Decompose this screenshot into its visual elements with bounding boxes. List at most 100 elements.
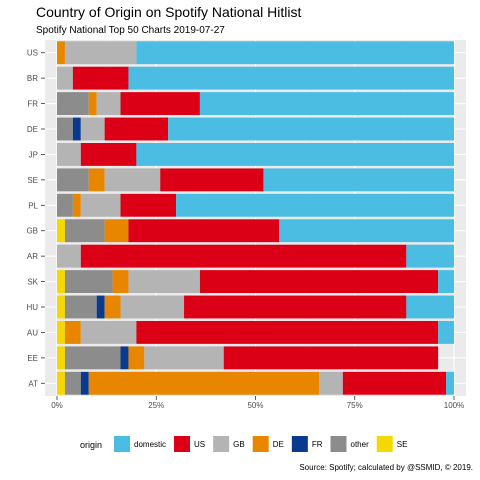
bar-us-gb [64,41,137,65]
bar-se-domestic [263,168,454,192]
y-tick-label: US [27,49,38,58]
bar-us-domestic [136,41,454,65]
legend-key-gb [213,436,230,452]
y-tick-label: SK [27,278,38,287]
bar-au-de [64,320,81,344]
bar-sk-domestic [438,270,454,294]
bar-sk-de [112,270,129,294]
legend-key-us [174,436,191,452]
bar-br-domestic [128,66,454,90]
bar-de-domestic [168,117,454,141]
bar-at-domestic [446,371,454,395]
bar-ar-gb [57,244,81,268]
chart-subtitle: Spotify National Top 50 Charts 2019-07-2… [36,25,225,36]
bar-au-gb [80,320,137,344]
bar-fr-gb [96,92,121,116]
bar-se-gb [104,168,161,192]
legend-key-fr [291,436,308,452]
legend-key-se [376,436,393,452]
legend-label-de: DE [273,440,284,449]
legend-label-us: US [194,440,205,449]
y-tick-label: AR [27,252,38,261]
bar-hu-gb [120,295,185,319]
bar-pl-other [57,193,73,217]
bar-de-fr [72,117,81,141]
y-tick-label: SE [27,176,38,185]
bar-hu-us [184,295,407,319]
bar-gb-domestic [279,219,454,243]
bar-ee-us [223,346,439,370]
bar-ar-domestic [406,244,454,268]
y-tick-label: HU [26,303,38,312]
bar-fr-de [88,92,97,116]
y-tick-label: DE [27,125,38,134]
bar-gb-de [104,219,129,243]
bar-at-de [88,371,320,395]
bar-hu-se [57,295,65,319]
y-tick-label: AT [28,379,38,388]
bar-br-us [72,66,129,90]
bar-au-us [136,320,439,344]
bar-hu-fr [96,295,105,319]
bar-us-de [57,41,65,65]
chart-title: Country of Origin on Spotify National Hi… [36,4,301,20]
bar-gb-se [57,219,65,243]
y-axis: US BR FR DE JP SE PL GB AR SK HU AU EE AT [26,49,45,388]
legend-title: origin [80,440,102,450]
bar-at-other [64,371,81,395]
bar-fr-other [57,92,89,116]
bar-ee-de [128,346,145,370]
bar-de-us [104,117,169,141]
legend-label-domestic: domestic [134,440,166,449]
x-tick-label: 100% [444,401,464,410]
y-tick-label: FR [27,100,38,109]
bar-pl-domestic [176,193,454,217]
legend-label-other: other [351,440,370,449]
legend-label-gb: GB [233,440,245,449]
x-axis: 0% 25% 50% 75% 100% [51,396,464,410]
legend-key-de [252,436,269,452]
bar-pl-de [72,193,81,217]
y-tick-label: GB [26,227,38,236]
bar-ar-us [80,244,407,268]
bar-se-us [160,168,264,192]
bar-hu-other [64,295,97,319]
bar-jp-gb [57,142,81,166]
bar-sk-se [57,270,65,294]
x-tick-label: 75% [347,401,363,410]
bar-gb-other [64,219,105,243]
legend-label-se: SE [397,440,408,449]
bar-jp-us [80,142,137,166]
bar-jp-domestic [136,142,454,166]
bar-au-se [57,320,65,344]
y-tick-label: PL [28,201,38,210]
y-tick-label: JP [29,150,38,159]
bar-sk-us [199,270,439,294]
legend-label-fr: FR [312,440,323,449]
legend-key-other [330,436,347,452]
bar-at-fr [80,371,89,395]
bar-au-domestic [438,320,454,344]
bar-at-us [342,371,447,395]
y-tick-label: EE [27,354,38,363]
y-tick-label: AU [27,328,38,337]
bar-se-other [57,168,89,192]
bars [57,41,454,395]
x-tick-label: 50% [247,401,263,410]
bar-fr-us [120,92,200,116]
bar-ee-fr [120,346,129,370]
bar-sk-gb [128,270,200,294]
x-tick-label: 0% [51,401,63,410]
bar-at-se [57,371,65,395]
bar-pl-gb [80,193,121,217]
legend: origin domestic US GB DE FR other SE [80,436,407,452]
bar-se-de [88,168,105,192]
bar-ee-other [64,346,121,370]
bar-br-gb [57,66,73,90]
bar-de-other [57,117,73,141]
bar-ee-gb [144,346,224,370]
bar-sk-other [64,270,113,294]
bar-hu-domestic [406,295,454,319]
legend-key-domestic [114,436,130,452]
